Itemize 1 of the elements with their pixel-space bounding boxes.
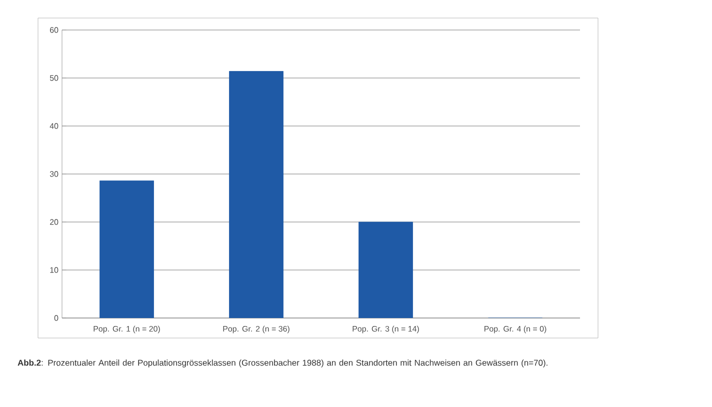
text: Abb.2: Prozentualer Anteil der Populationsgrösseklassen (Grossenbacher 1988) an den Standorten mit Nachweisen an Gewässern (n=70). bbox=[18, 360, 548, 368]
